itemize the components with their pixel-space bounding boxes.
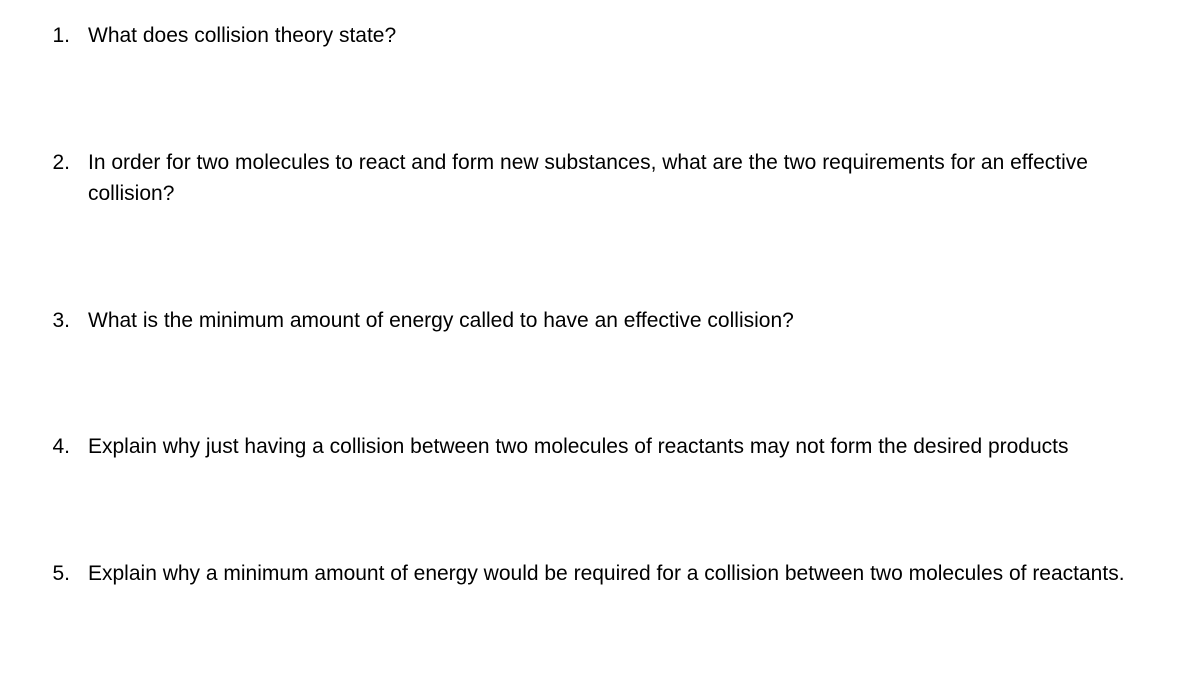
question-text: What does collision theory state? bbox=[88, 20, 1140, 52]
question-text: In order for two molecules to react and … bbox=[88, 147, 1140, 210]
question-number: 1. bbox=[50, 20, 88, 52]
question-number: 3. bbox=[50, 305, 88, 337]
question-item: 2. In order for two molecules to react a… bbox=[50, 147, 1140, 210]
question-item: 5. Explain why a minimum amount of energ… bbox=[50, 558, 1140, 590]
question-text: Explain why just having a collision betw… bbox=[88, 431, 1140, 463]
question-number: 5. bbox=[50, 558, 88, 590]
question-number: 2. bbox=[50, 147, 88, 210]
question-item: 3. What is the minimum amount of energy … bbox=[50, 305, 1140, 337]
question-list: 1. What does collision theory state? 2. … bbox=[50, 20, 1140, 589]
question-text: What is the minimum amount of energy cal… bbox=[88, 305, 1140, 337]
question-text: Explain why a minimum amount of energy w… bbox=[88, 558, 1140, 590]
question-item: 4. Explain why just having a collision b… bbox=[50, 431, 1140, 463]
question-number: 4. bbox=[50, 431, 88, 463]
question-item: 1. What does collision theory state? bbox=[50, 20, 1140, 52]
